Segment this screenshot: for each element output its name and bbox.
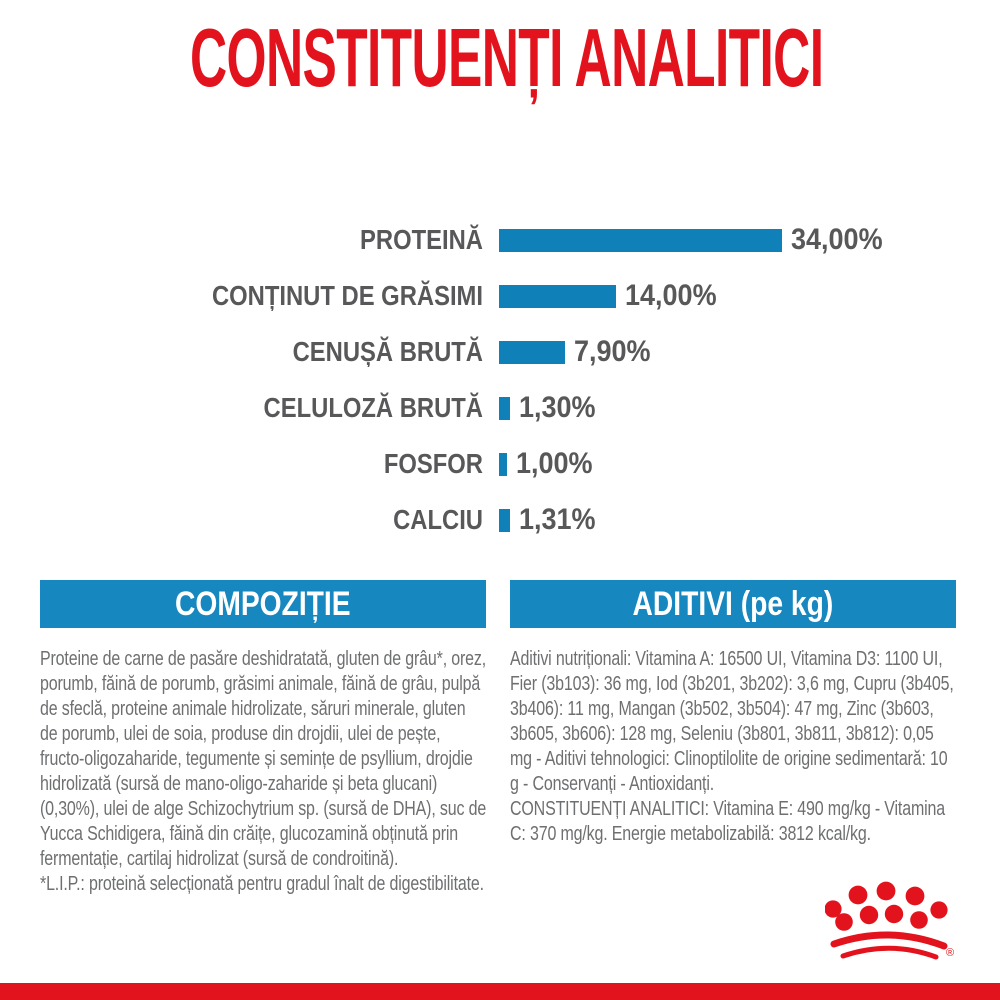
royal-canin-crown-icon: ®: [825, 881, 954, 960]
bar-value: 14,00%: [625, 279, 717, 312]
bar-cenusa: [499, 340, 565, 364]
chart-row-grasimi: CONȚINUT DE GRĂSIMI 14,00%: [40, 268, 960, 324]
chart-row-fosfor: FOSFOR 1,00%: [40, 436, 960, 492]
additives-analytical-text: CONSTITUENȚI ANALITICI: Vitamina E: 490 …: [510, 797, 945, 845]
bar-grasimi: [499, 284, 616, 308]
registered-trademark-symbol: ®: [946, 947, 954, 959]
bar-calciu: [499, 508, 510, 532]
additives-section: Aditivi nutriționali: Vitamina A: 16500 …: [510, 646, 958, 846]
additives-header-label: ADITIVI (pe kg): [632, 585, 834, 623]
bar-fosfor: [499, 452, 507, 476]
composition-section: Proteine de carne de pasăre deshidratată…: [40, 646, 486, 896]
chart-row-proteina: PROTEINĂ 34,00%: [40, 212, 960, 268]
additives-text: Aditivi nutriționali: Vitamina A: 16500 …: [510, 647, 954, 795]
bar-value: 1,30%: [519, 391, 596, 424]
bar-proteina: [499, 228, 782, 252]
bar-celuloza: [499, 396, 510, 420]
chart-label: FOSFOR: [383, 448, 483, 479]
chart-label: CALCIU: [393, 504, 483, 535]
chart-label: PROTEINĂ: [360, 224, 483, 255]
chart-row-calciu: CALCIU 1,31%: [40, 492, 960, 548]
chart-label: CELULOZĂ BRUTĂ: [263, 392, 483, 423]
chart-row-cenusa: CENUȘĂ BRUTĂ 7,90%: [40, 324, 960, 380]
bar-value: 1,00%: [516, 447, 593, 480]
bar-value: 7,90%: [574, 335, 651, 368]
composition-text: Proteine de carne de pasăre deshidratată…: [40, 647, 487, 870]
composition-lip-note: *L.I.P.: proteină selecționată pentru gr…: [40, 872, 484, 895]
footer-brand-strip: [0, 983, 1000, 1000]
chart-label: CONȚINUT DE GRĂSIMI: [211, 280, 483, 311]
chart-label: CENUȘĂ BRUTĂ: [292, 336, 483, 367]
composition-header: COMPOZIȚIE: [40, 580, 486, 628]
composition-header-label: COMPOZIȚIE: [175, 585, 351, 623]
bar-value: 34,00%: [791, 223, 883, 256]
page-title: CONSTITUENȚI ANALITICI: [190, 11, 824, 104]
bar-value: 1,31%: [519, 503, 596, 536]
analytical-constituents-chart: PROTEINĂ 34,00% CONȚINUT DE GRĂSIMI 14,0…: [40, 212, 960, 548]
chart-row-celuloza: CELULOZĂ BRUTĂ 1,30%: [40, 380, 960, 436]
additives-header: ADITIVI (pe kg): [510, 580, 956, 628]
